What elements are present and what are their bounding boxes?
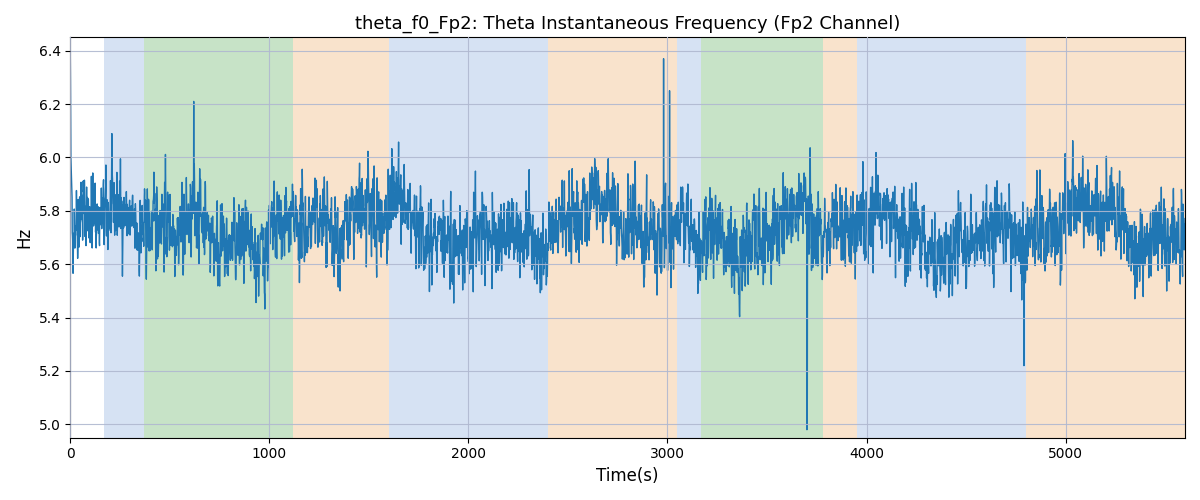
- X-axis label: Time(s): Time(s): [596, 467, 659, 485]
- Bar: [104, 38, 144, 438]
- Bar: [389, 38, 428, 438]
- Bar: [293, 38, 389, 438]
- Bar: [588, 38, 678, 438]
- Bar: [1026, 38, 1186, 438]
- Y-axis label: Hz: Hz: [16, 227, 34, 248]
- Bar: [678, 38, 701, 438]
- Bar: [548, 38, 588, 438]
- Title: theta_f0_Fp2: Theta Instantaneous Frequency (Fp2 Channel): theta_f0_Fp2: Theta Instantaneous Freque…: [355, 15, 900, 34]
- Bar: [857, 38, 1026, 438]
- Bar: [144, 38, 293, 438]
- Bar: [428, 38, 548, 438]
- Bar: [701, 38, 823, 438]
- Bar: [823, 38, 857, 438]
